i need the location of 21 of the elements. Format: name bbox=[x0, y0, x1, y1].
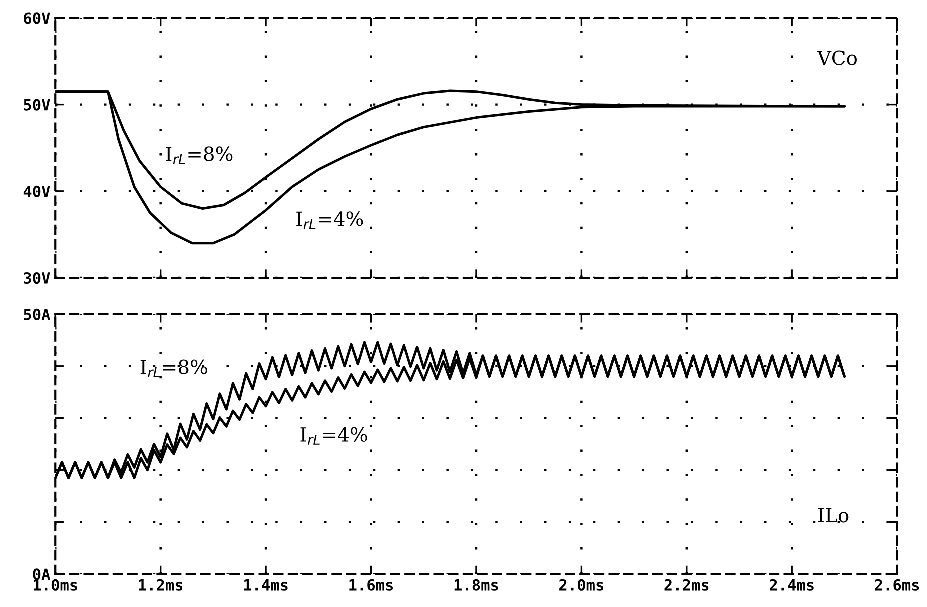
y-tick-label: 50A bbox=[24, 308, 51, 320]
annotation: VCo bbox=[817, 50, 858, 66]
x-tick-label: 1.8ms bbox=[454, 579, 498, 591]
x-tick-label: 2.4ms bbox=[770, 579, 814, 591]
y-tick-label: 60V bbox=[24, 12, 50, 24]
x-tick-label: 2.2ms bbox=[664, 579, 709, 591]
annotation: ILo bbox=[818, 508, 849, 523]
series-label: I$_{rL}$=4% bbox=[296, 212, 364, 230]
x-tick-label: 2.6ms bbox=[875, 579, 920, 591]
series-label: I$_{rL}$=8% bbox=[166, 146, 233, 164]
x-tick-label: 1.2ms bbox=[139, 579, 183, 591]
series-label: I$_{rL}$=8% bbox=[140, 360, 208, 378]
y-tick-label: 50V bbox=[24, 99, 50, 111]
x-tick-label: 1.0ms bbox=[34, 579, 78, 591]
x-tick-label: 1.6ms bbox=[350, 579, 394, 591]
x-tick-label: 2.0ms bbox=[560, 579, 604, 591]
y-tick-label: 40V bbox=[24, 186, 50, 198]
y-tick-label: 0A bbox=[33, 568, 51, 580]
x-tick-label: 1.4ms bbox=[244, 580, 288, 591]
y-tick-label: 30V bbox=[24, 272, 50, 284]
series-label: I$_{rL}$=4% bbox=[300, 427, 368, 445]
